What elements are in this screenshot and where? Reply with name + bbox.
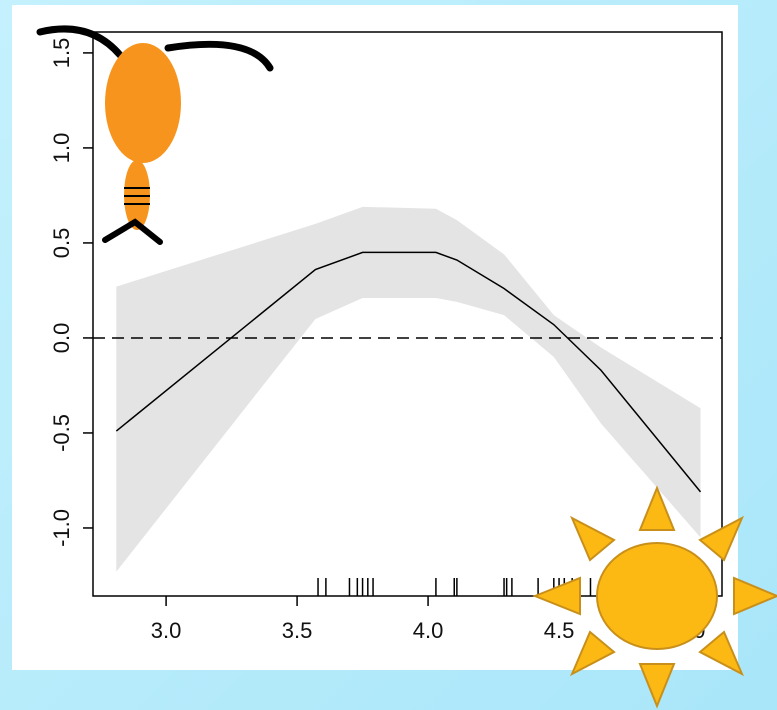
- x-tick-label: 4.0: [413, 618, 444, 643]
- y-tick-label: -0.5: [49, 414, 74, 452]
- x-tick-label: 4.5: [544, 618, 575, 643]
- plot-frame: [92, 31, 723, 597]
- sun-icon: [532, 485, 777, 709]
- y-tick-label: -1.0: [49, 509, 74, 547]
- copepod-icon: [36, 25, 274, 245]
- y-tick-label: 1.5: [49, 38, 74, 69]
- x-tick-label: 3.0: [151, 618, 182, 643]
- y-tick-label: 0.0: [49, 323, 74, 354]
- y-tick-label: 0.5: [49, 228, 74, 259]
- fit-line: [115, 251, 702, 493]
- y-tick-label: 1.0: [49, 133, 74, 164]
- x-tick-label: 3.5: [282, 618, 313, 643]
- confidence-band: [116, 206, 701, 572]
